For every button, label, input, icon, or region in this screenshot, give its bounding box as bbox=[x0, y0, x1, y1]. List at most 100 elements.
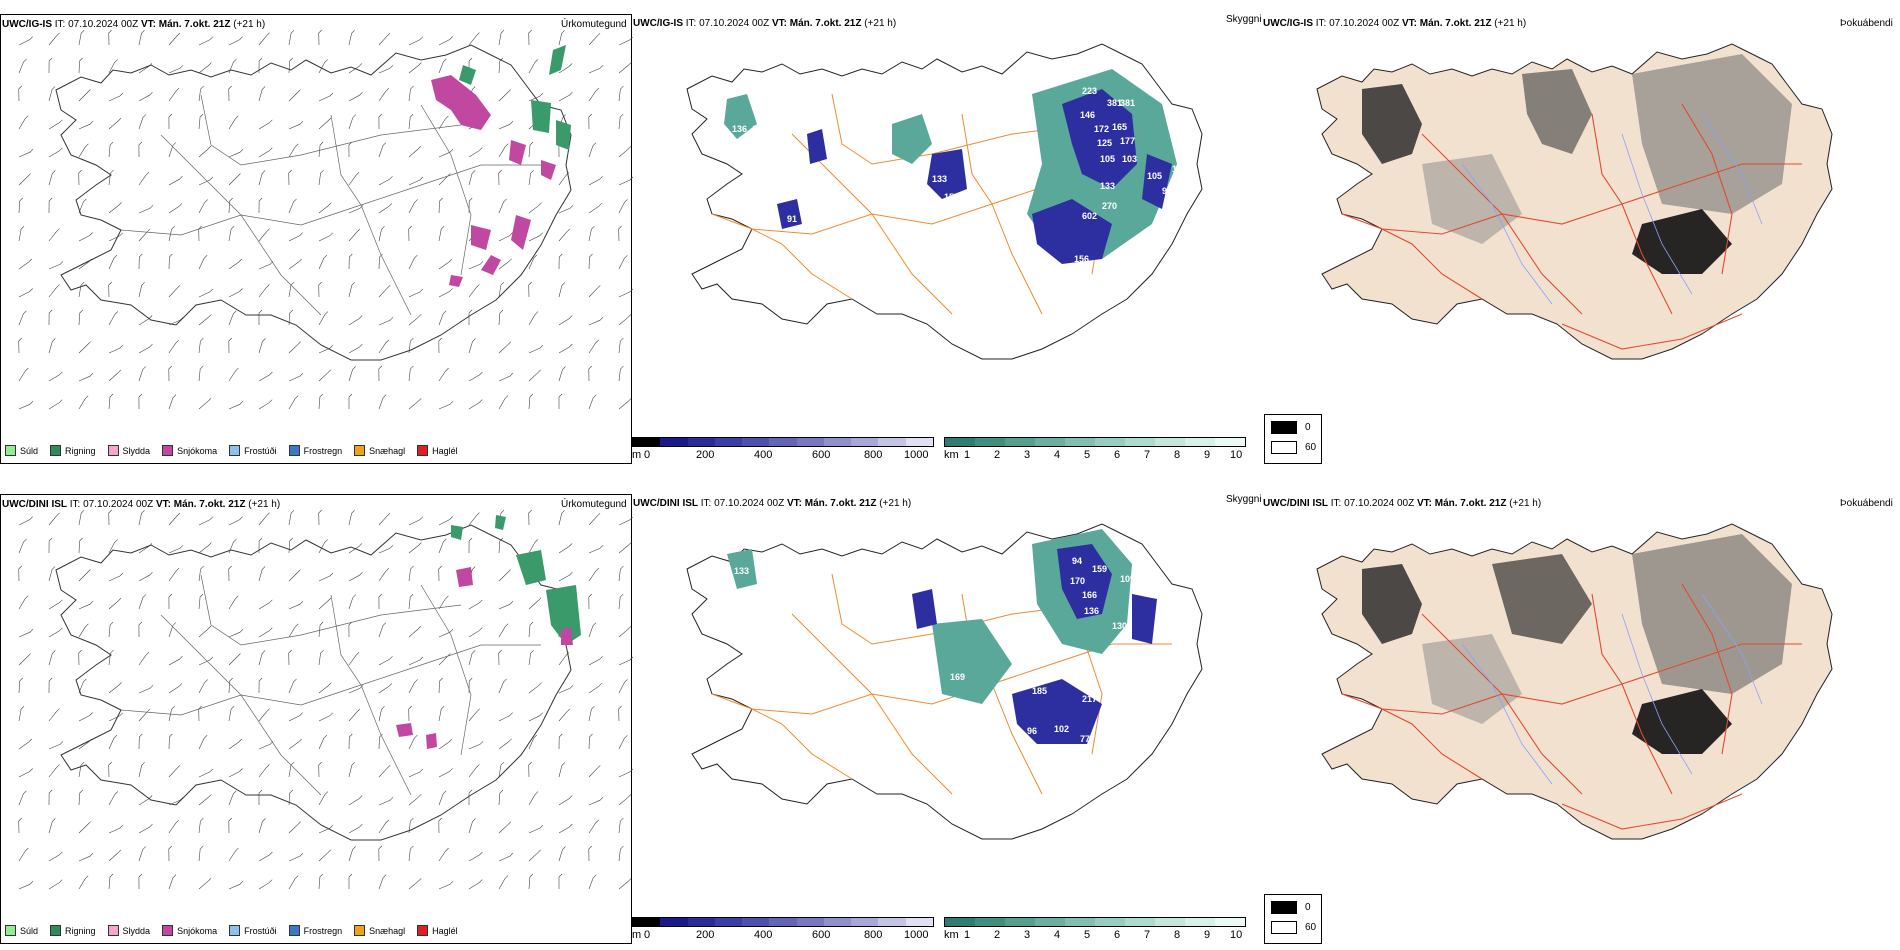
wind-barb bbox=[408, 254, 418, 270]
panel-type-label: Skyggni bbox=[1226, 14, 1262, 25]
wind-barb bbox=[348, 594, 357, 610]
wind-barb bbox=[168, 394, 177, 410]
colorbar-swatches bbox=[632, 917, 934, 927]
cloud-base-areas bbox=[727, 529, 1157, 744]
wind-barb bbox=[198, 516, 214, 526]
wind-barb bbox=[48, 32, 60, 46]
colorbar-tick: 5 bbox=[1084, 929, 1091, 941]
wind-barb bbox=[198, 734, 208, 750]
wind-barb bbox=[78, 852, 94, 862]
wind-barb bbox=[498, 649, 502, 666]
roads-red bbox=[1341, 103, 1802, 350]
wind-barb bbox=[588, 285, 601, 298]
cloud-base-value: 217 bbox=[1082, 694, 1097, 704]
wind-barb bbox=[78, 143, 89, 158]
fog-shading bbox=[1362, 534, 1792, 754]
wind-barb bbox=[528, 761, 532, 778]
wind-barb bbox=[498, 395, 509, 410]
wind-barb bbox=[408, 36, 424, 46]
wind-barb bbox=[588, 65, 604, 74]
wind-barb bbox=[408, 225, 412, 242]
cloud-base-value: 98 bbox=[1162, 186, 1172, 196]
wind-barb bbox=[168, 512, 181, 526]
colorbar-tick: 0 bbox=[644, 449, 651, 461]
wind-barb bbox=[498, 232, 513, 242]
wind-barb bbox=[318, 254, 328, 270]
wind-barb bbox=[138, 594, 147, 610]
iceland-coastline bbox=[686, 43, 1203, 360]
wind-barb bbox=[48, 197, 53, 214]
panel-type-label: Úrkomutegund bbox=[561, 499, 627, 510]
wind-barb bbox=[138, 543, 153, 554]
cloud-base-value: 94 bbox=[1072, 556, 1082, 566]
wind-barb bbox=[78, 569, 91, 582]
rivers bbox=[1461, 593, 1763, 785]
wind-barb bbox=[468, 309, 473, 325]
wind-barb bbox=[78, 761, 85, 778]
wind-barb bbox=[498, 29, 505, 46]
cloud-base-value: 146 bbox=[1080, 110, 1095, 120]
wind-barb bbox=[408, 679, 418, 694]
cloud-base-value: 103 bbox=[1122, 154, 1137, 164]
wind-barb bbox=[468, 512, 480, 526]
cloud-base-value: 123 bbox=[1172, 164, 1187, 174]
wind-barb bbox=[318, 344, 334, 354]
wind-barb bbox=[618, 542, 632, 554]
wind-barb bbox=[378, 203, 393, 214]
wind-barb bbox=[528, 344, 544, 354]
wind-barb bbox=[438, 677, 443, 694]
fog-legend: 0 60 bbox=[1264, 894, 1322, 944]
wind-barb bbox=[408, 817, 414, 834]
wind-barb bbox=[138, 91, 153, 102]
wind-barb bbox=[138, 571, 153, 582]
colorbar-tick: 2 bbox=[994, 449, 1001, 461]
wind-barb bbox=[258, 764, 270, 778]
wind-barb bbox=[318, 509, 322, 526]
cloud-base-value: 77 bbox=[1080, 734, 1090, 744]
wind-barb bbox=[498, 569, 511, 582]
wind-barb bbox=[228, 738, 243, 750]
wind-barb bbox=[348, 172, 360, 186]
wind-barb bbox=[438, 367, 449, 382]
wind-barb bbox=[438, 790, 447, 806]
wind-barb bbox=[558, 795, 573, 806]
wind-barb bbox=[288, 623, 299, 638]
wind-barb bbox=[108, 344, 124, 354]
wind-barb bbox=[108, 281, 112, 298]
wind-barb bbox=[168, 706, 175, 722]
panel-type-label: Úrkomutegund bbox=[561, 19, 627, 30]
wind-barb bbox=[228, 85, 232, 102]
wind-barb bbox=[438, 225, 445, 242]
wind-barb bbox=[258, 627, 273, 638]
wind-barb bbox=[108, 369, 122, 382]
wind-barb bbox=[78, 281, 85, 298]
wind-barb bbox=[408, 62, 422, 74]
wind-barb bbox=[498, 341, 512, 354]
wind-barb bbox=[18, 817, 22, 834]
wind-barb bbox=[588, 339, 599, 354]
wind-barb bbox=[588, 113, 593, 130]
wind-barb bbox=[588, 316, 604, 326]
wind-barb bbox=[228, 768, 243, 778]
wind-barb bbox=[108, 597, 122, 610]
colorbar-tick: 3 bbox=[1024, 449, 1031, 461]
wind-barb bbox=[618, 36, 633, 46]
wind-barb bbox=[618, 85, 624, 102]
wind-barb bbox=[438, 628, 454, 638]
wind-barb bbox=[558, 733, 563, 750]
wind-barb bbox=[528, 59, 539, 74]
wind-barb bbox=[558, 205, 574, 214]
fog-map bbox=[1316, 43, 1833, 360]
wind-barb bbox=[348, 91, 363, 102]
legend-swatch bbox=[107, 925, 119, 936]
cloud-base-value: 121 bbox=[1060, 290, 1075, 300]
wind-barb bbox=[498, 761, 505, 778]
wind-barb bbox=[348, 762, 356, 778]
wind-barb bbox=[378, 87, 390, 102]
colorbar-tick: 600 bbox=[812, 449, 831, 461]
wind-barb bbox=[258, 338, 266, 354]
wind-barb bbox=[438, 738, 453, 750]
wind-barb bbox=[168, 683, 183, 694]
colorbar-tick: 7 bbox=[1144, 449, 1151, 461]
wind-barb bbox=[588, 394, 597, 410]
